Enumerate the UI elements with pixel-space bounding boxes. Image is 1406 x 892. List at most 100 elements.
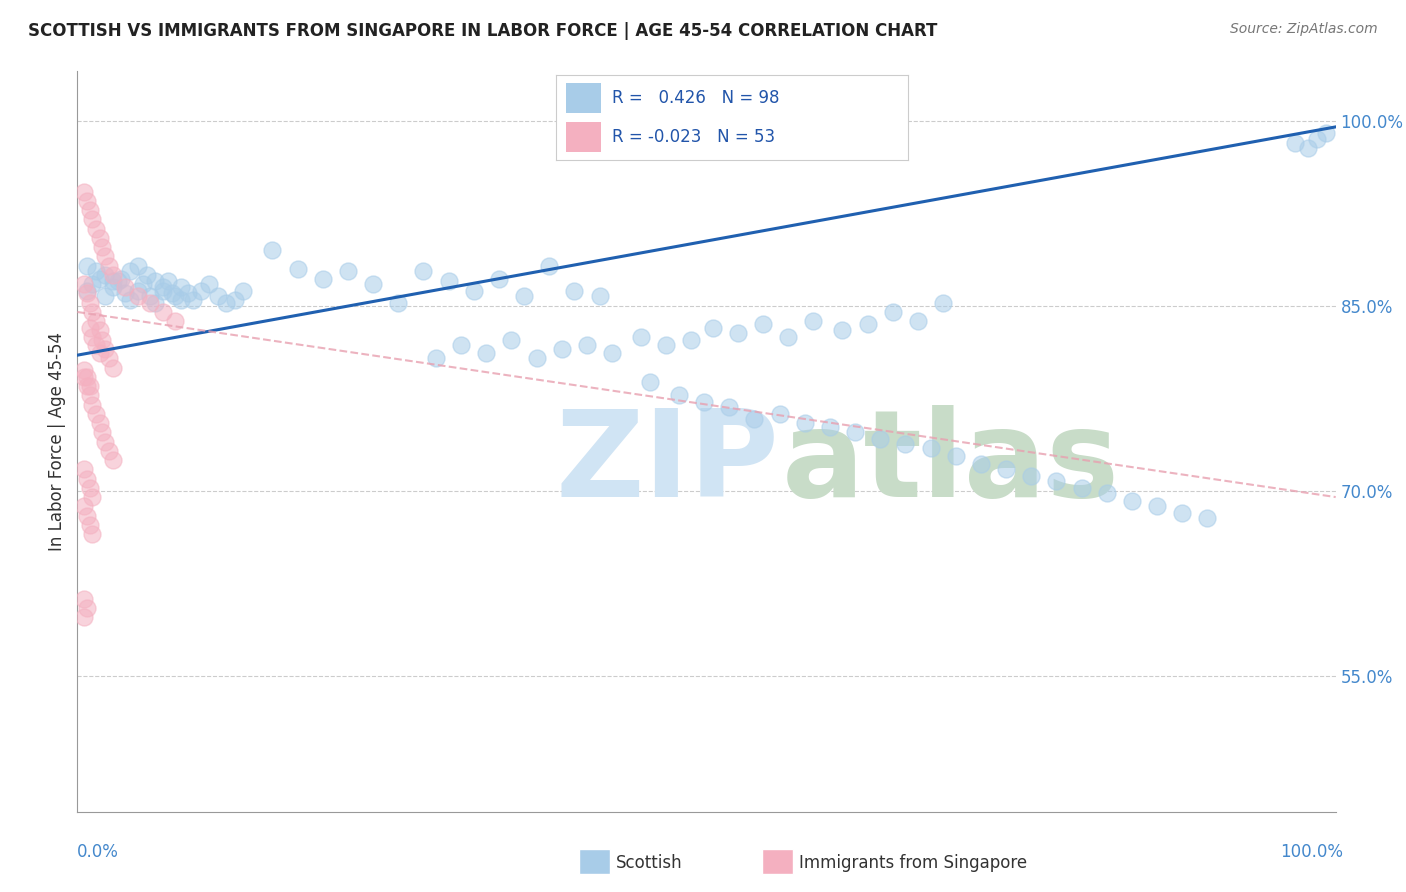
Point bbox=[72, 277, 94, 291]
Point bbox=[165, 289, 187, 303]
Point bbox=[76, 284, 98, 298]
Text: Scottish: Scottish bbox=[616, 854, 682, 871]
Point bbox=[143, 296, 166, 310]
Point bbox=[76, 508, 98, 523]
Point bbox=[169, 280, 191, 294]
Point bbox=[995, 461, 1018, 475]
Point bbox=[89, 231, 111, 245]
Point bbox=[869, 432, 891, 446]
Y-axis label: In Labor Force | Age 45-54: In Labor Force | Age 45-54 bbox=[48, 332, 66, 551]
Point bbox=[169, 293, 191, 307]
Point bbox=[82, 305, 104, 319]
Point bbox=[600, 345, 623, 359]
Point bbox=[702, 321, 724, 335]
Point bbox=[198, 277, 221, 291]
Point bbox=[132, 277, 155, 291]
Point bbox=[501, 334, 523, 348]
Point bbox=[336, 264, 359, 278]
Point bbox=[94, 434, 117, 449]
Point bbox=[177, 286, 200, 301]
Point bbox=[72, 363, 94, 377]
Point bbox=[79, 387, 101, 401]
Point bbox=[907, 313, 929, 327]
Text: atlas: atlas bbox=[782, 405, 1121, 522]
Point bbox=[97, 444, 120, 458]
Point bbox=[82, 398, 104, 412]
Point bbox=[120, 264, 142, 278]
Point bbox=[152, 284, 174, 298]
Point bbox=[844, 425, 866, 439]
Point bbox=[79, 482, 101, 496]
Point bbox=[89, 271, 111, 285]
Point bbox=[160, 286, 183, 301]
Point bbox=[831, 324, 853, 338]
Point bbox=[110, 271, 132, 285]
Point bbox=[91, 239, 114, 253]
Point bbox=[744, 412, 766, 426]
Point bbox=[778, 329, 800, 343]
Point bbox=[224, 293, 246, 307]
Point bbox=[120, 293, 142, 307]
Point bbox=[76, 472, 98, 486]
Point bbox=[526, 351, 548, 365]
Point bbox=[79, 379, 101, 393]
Point bbox=[76, 370, 98, 384]
Point bbox=[82, 527, 104, 541]
Point bbox=[920, 441, 942, 455]
Point bbox=[1197, 511, 1219, 525]
Point bbox=[143, 274, 166, 288]
Point bbox=[1019, 469, 1042, 483]
Point bbox=[681, 334, 703, 348]
Point bbox=[84, 264, 107, 278]
Point bbox=[79, 296, 101, 310]
Point bbox=[768, 408, 790, 422]
Point bbox=[630, 329, 652, 343]
Point bbox=[84, 222, 107, 236]
Point bbox=[564, 284, 586, 298]
Point bbox=[207, 289, 229, 303]
Text: ZIP: ZIP bbox=[555, 405, 779, 522]
Point bbox=[79, 518, 101, 533]
Point bbox=[152, 280, 174, 294]
Point bbox=[139, 296, 162, 310]
Point bbox=[894, 437, 917, 451]
Point bbox=[72, 370, 94, 384]
Point bbox=[101, 268, 124, 282]
Point bbox=[970, 457, 993, 471]
Point bbox=[79, 321, 101, 335]
Point bbox=[139, 289, 162, 303]
Point bbox=[94, 250, 117, 264]
Point bbox=[152, 305, 174, 319]
Point bbox=[84, 338, 107, 352]
Point bbox=[718, 400, 741, 414]
Point bbox=[551, 342, 574, 356]
Point bbox=[101, 453, 124, 467]
Point bbox=[181, 293, 204, 307]
Point bbox=[287, 261, 309, 276]
Point bbox=[856, 318, 879, 332]
Point bbox=[165, 313, 187, 327]
Point bbox=[312, 271, 335, 285]
Point bbox=[84, 408, 107, 422]
Point bbox=[450, 338, 472, 352]
Point bbox=[1306, 132, 1329, 146]
Point bbox=[76, 260, 98, 274]
Point bbox=[72, 499, 94, 513]
Point bbox=[76, 601, 98, 615]
Point bbox=[1315, 126, 1337, 140]
Point bbox=[1070, 482, 1092, 496]
Point bbox=[72, 461, 94, 475]
Point bbox=[114, 280, 136, 294]
Point bbox=[97, 351, 120, 365]
Point bbox=[156, 274, 179, 288]
Point bbox=[262, 244, 284, 258]
Point bbox=[803, 313, 825, 327]
Text: 100.0%: 100.0% bbox=[1279, 843, 1343, 861]
Point bbox=[513, 289, 536, 303]
Point bbox=[97, 260, 120, 274]
Point bbox=[101, 274, 124, 288]
Point bbox=[1284, 136, 1306, 150]
Point bbox=[76, 379, 98, 393]
Point bbox=[932, 296, 955, 310]
Point bbox=[538, 260, 561, 274]
